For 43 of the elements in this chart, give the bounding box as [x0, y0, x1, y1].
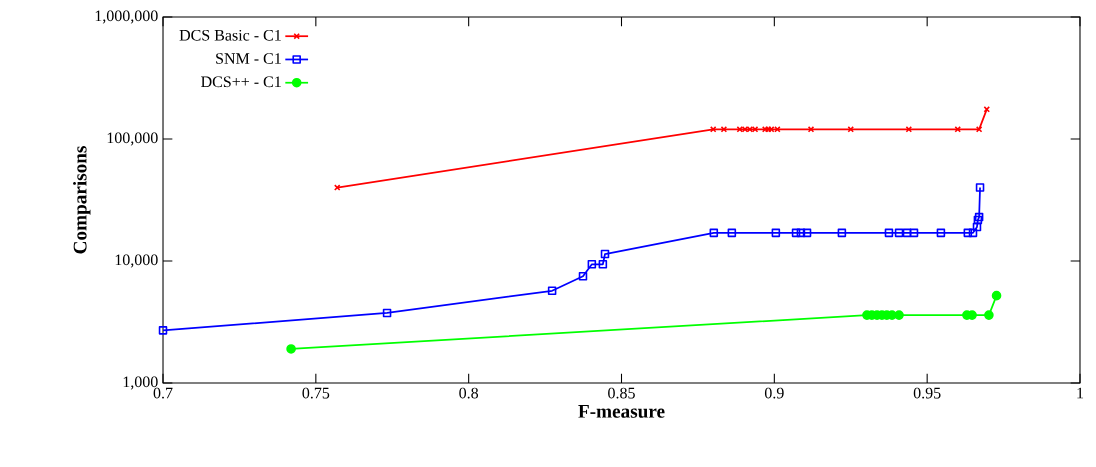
point	[984, 310, 994, 320]
point	[578, 271, 588, 281]
point	[902, 228, 912, 238]
point	[837, 228, 847, 238]
point	[884, 228, 894, 238]
legend-label: SNM - C1	[216, 53, 281, 64]
point	[600, 249, 610, 259]
point	[802, 228, 812, 238]
y-tick-label: 10,000	[115, 254, 158, 268]
point	[968, 228, 978, 238]
point	[547, 286, 557, 296]
point	[709, 228, 719, 238]
point	[598, 260, 608, 269]
x-tick-label: 0.8	[459, 387, 479, 399]
y-tick-label: 1,000,000	[95, 10, 158, 24]
x-tick-label: 1	[1077, 387, 1084, 399]
point	[158, 326, 168, 335]
x-tick-label: 0.95	[913, 387, 941, 399]
point	[796, 228, 806, 238]
point	[847, 126, 854, 133]
point	[286, 344, 296, 354]
point	[991, 290, 1002, 301]
point	[963, 228, 973, 238]
x-tick-label: 0.75	[302, 387, 330, 399]
x-tick-label: 0.9	[764, 387, 784, 399]
legend-label: DCS Basic - C1	[179, 29, 281, 41]
point	[382, 308, 392, 318]
x-axis-title: F-measure	[578, 405, 665, 418]
y-tick-label: 100,000	[107, 132, 158, 146]
point	[771, 228, 781, 238]
point	[894, 310, 904, 320]
point	[975, 183, 985, 192]
point	[972, 222, 982, 232]
point	[894, 228, 904, 238]
x-tick-label: 0.85	[608, 387, 635, 399]
point	[727, 228, 737, 238]
point	[936, 228, 946, 238]
point	[587, 260, 597, 269]
legend-label: DCS++ - C1	[201, 76, 281, 88]
point	[791, 228, 801, 238]
point	[909, 228, 919, 238]
y-axis-title: Comparisons	[73, 146, 91, 254]
point	[954, 126, 961, 133]
